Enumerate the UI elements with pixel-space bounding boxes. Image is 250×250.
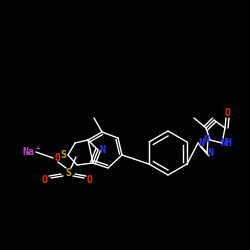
Text: +: +: [36, 145, 40, 151]
Text: N: N: [99, 145, 105, 155]
Text: O: O: [225, 108, 231, 118]
Text: O: O: [42, 175, 48, 185]
Text: -: -: [63, 151, 67, 157]
Text: N: N: [203, 135, 209, 145]
Text: S: S: [60, 150, 66, 160]
Text: N: N: [207, 148, 213, 158]
Text: S: S: [65, 168, 71, 178]
Text: NH: NH: [220, 138, 232, 148]
Text: O: O: [87, 175, 93, 185]
Text: N: N: [198, 138, 204, 148]
Text: Na: Na: [22, 147, 34, 157]
Text: O: O: [55, 153, 61, 163]
